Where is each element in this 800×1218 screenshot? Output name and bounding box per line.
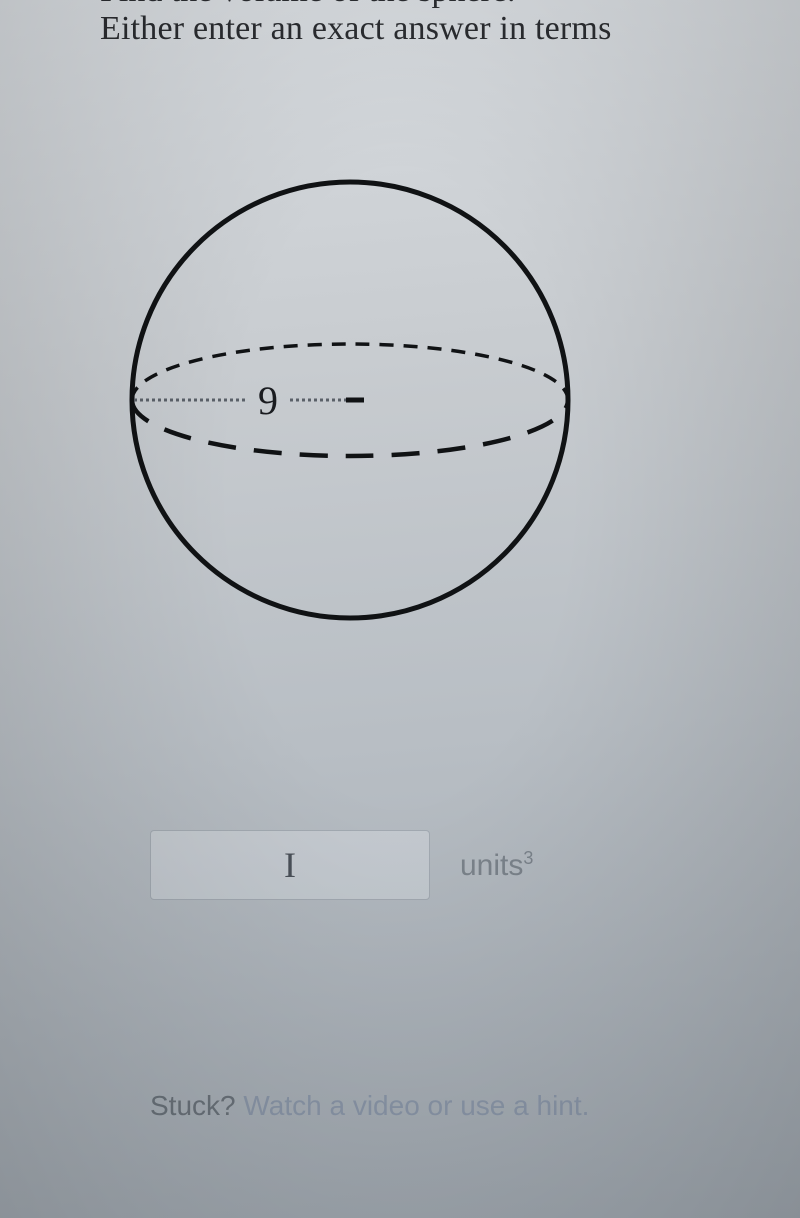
hint-line: Stuck? Watch a video or use a hint. [150, 1090, 589, 1122]
stuck-label: Stuck? [150, 1090, 236, 1121]
hint-links[interactable]: Watch a video or use a hint. [236, 1090, 590, 1121]
units-text: units [460, 849, 523, 882]
radius-label: 9 [258, 378, 278, 423]
answer-row: units3 [150, 830, 533, 900]
sphere-figure: 9 [120, 170, 580, 630]
sphere-svg: 9 [120, 170, 580, 630]
answer-input[interactable] [150, 830, 430, 900]
units-exponent: 3 [523, 848, 533, 868]
instruction-text: Either enter an exact answer in terms [100, 10, 800, 48]
units-label: units3 [460, 848, 533, 883]
equator-front [132, 400, 568, 456]
question-title-partial: Find the volume of the sphere. [100, 0, 515, 10]
equator-back [132, 344, 568, 400]
